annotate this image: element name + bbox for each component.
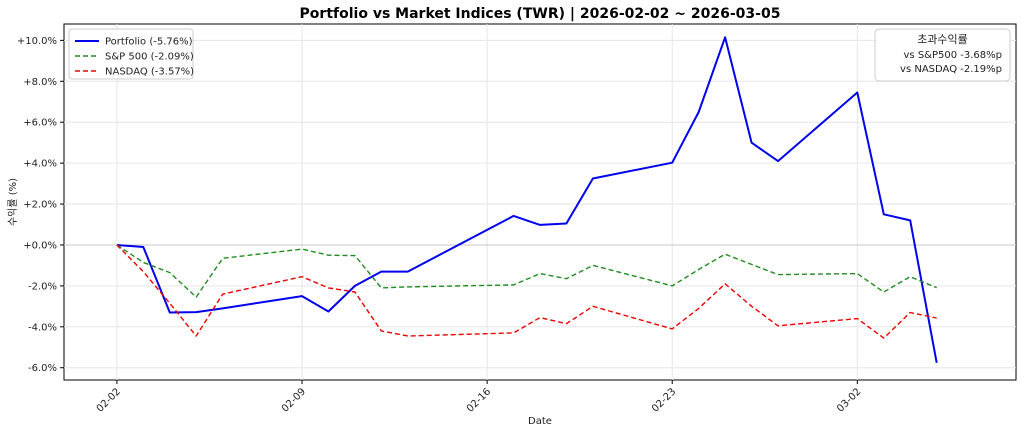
y-axis-ticks: -6.0% -4.0% -2.0% +0.0% +2.0% +4.0% +6.0% +8.0%… xyxy=(17,36,64,374)
y-tick-label: +6.0% xyxy=(23,118,57,129)
y-tick-label: +0.0% xyxy=(23,240,57,251)
plot-frame xyxy=(63,23,1017,381)
x-tick-label: 02-23 xyxy=(650,386,678,414)
x-tick-label: 02-02 xyxy=(95,386,123,414)
y-axis-label: 수익률 (%) xyxy=(7,178,19,226)
legend-label: NASDAQ (-3.57%) xyxy=(105,67,194,78)
y-tick-label: +8.0% xyxy=(23,77,57,88)
excess-line: vs S&P500 -3.68%p xyxy=(904,50,1002,61)
excess-title: 초과수익률 xyxy=(917,33,968,46)
x-axis-ticks: 02-02 02-09 02-16 02-23 03-02 xyxy=(95,380,863,415)
grid xyxy=(64,24,1016,380)
excess-box-frame xyxy=(874,28,1011,82)
series-line-0 xyxy=(116,36,938,363)
y-tick-label: -4.0% xyxy=(28,322,57,333)
y-tick-label: +2.0% xyxy=(23,200,57,211)
series-line-1 xyxy=(116,244,937,298)
series-line-2 xyxy=(116,244,937,339)
legend-label: S&P 500 (-2.09%) xyxy=(105,52,194,63)
x-tick-label: 03-02 xyxy=(835,386,863,414)
x-tick-label: 02-09 xyxy=(280,386,308,414)
excess-line: vs NASDAQ -2.19%p xyxy=(900,64,1002,75)
y-tick-label: +4.0% xyxy=(23,159,57,170)
legend-frame xyxy=(68,28,194,80)
series-lines xyxy=(116,36,938,363)
x-axis-label: Date xyxy=(528,416,552,427)
y-tick-label: +10.0% xyxy=(17,36,57,47)
legend: Portfolio (-5.76%) S&P 500 (-2.09%) NASDAQ… xyxy=(68,28,194,80)
excess-return-box: 초과수익률 vs S&P500 -3.68%p vs NASDAQ -2.19%p xyxy=(874,28,1011,82)
legend-label: Portfolio (-5.76%) xyxy=(105,37,193,48)
x-tick-label: 02-16 xyxy=(465,386,493,414)
y-tick-label: -6.0% xyxy=(28,363,57,374)
y-tick-label: -2.0% xyxy=(28,281,57,292)
chart-title: Portfolio vs Market Indices (TWR) | 2026… xyxy=(300,6,781,22)
